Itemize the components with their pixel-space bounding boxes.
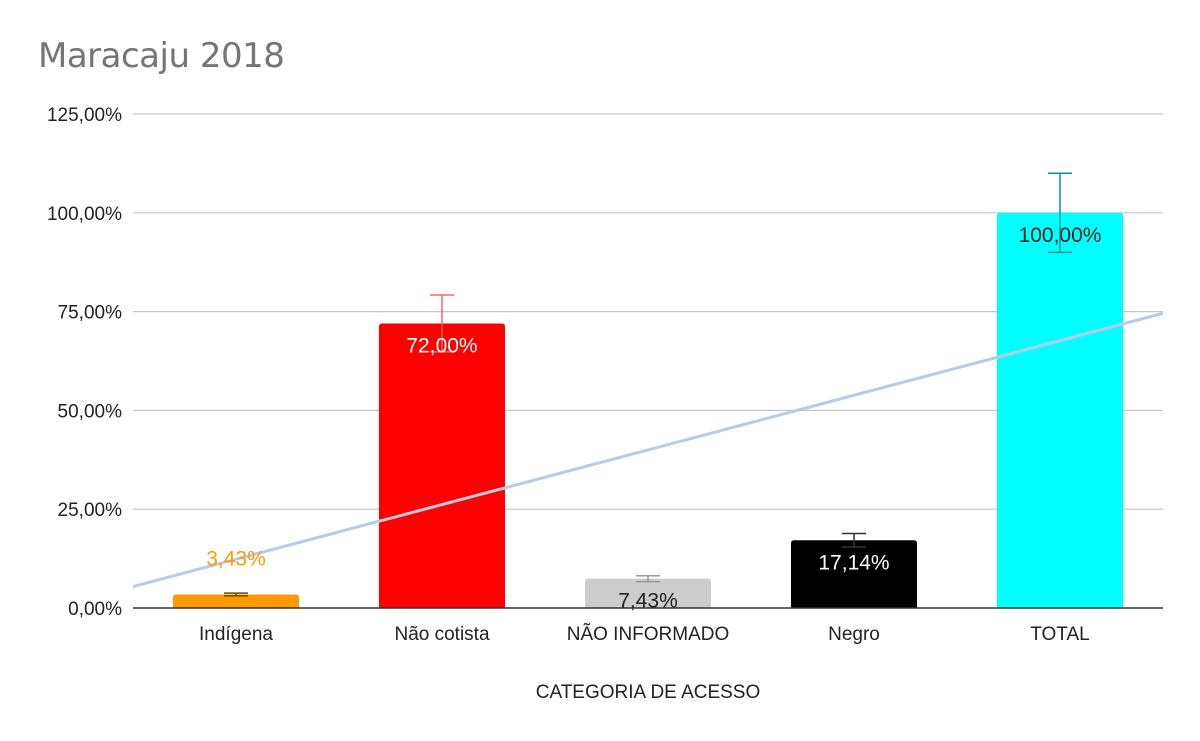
x-tick-label: Negro xyxy=(828,624,880,645)
x-tick-label: TOTAL xyxy=(1030,624,1089,645)
data-label: 17,14% xyxy=(818,551,889,574)
y-tick-label: 0,00% xyxy=(68,599,122,620)
y-tick-label: 100,00% xyxy=(47,204,122,225)
y-tick-label: 75,00% xyxy=(58,303,123,324)
x-tick-label: NÃO INFORMADO xyxy=(567,623,730,645)
bar xyxy=(585,578,711,608)
y-tick-label: 125,00% xyxy=(47,105,122,126)
chart-title: Maracaju 2018 xyxy=(38,36,285,76)
x-tick-label: Indígena xyxy=(199,624,273,645)
y-tick-label: 25,00% xyxy=(58,500,123,521)
bar xyxy=(791,540,917,608)
trendline xyxy=(132,311,1164,588)
data-label: 3,43% xyxy=(206,547,266,570)
data-label: 7,43% xyxy=(618,590,678,613)
data-label: 72,00% xyxy=(406,334,477,357)
data-label: 100,00% xyxy=(1019,224,1102,247)
bar xyxy=(379,323,505,608)
x-axis-title: CATEGORIA DE ACESSO xyxy=(536,682,761,703)
bar xyxy=(173,594,299,608)
y-tick-label: 50,00% xyxy=(58,401,123,422)
bar xyxy=(997,212,1123,609)
x-tick-label: Não cotista xyxy=(394,624,489,645)
